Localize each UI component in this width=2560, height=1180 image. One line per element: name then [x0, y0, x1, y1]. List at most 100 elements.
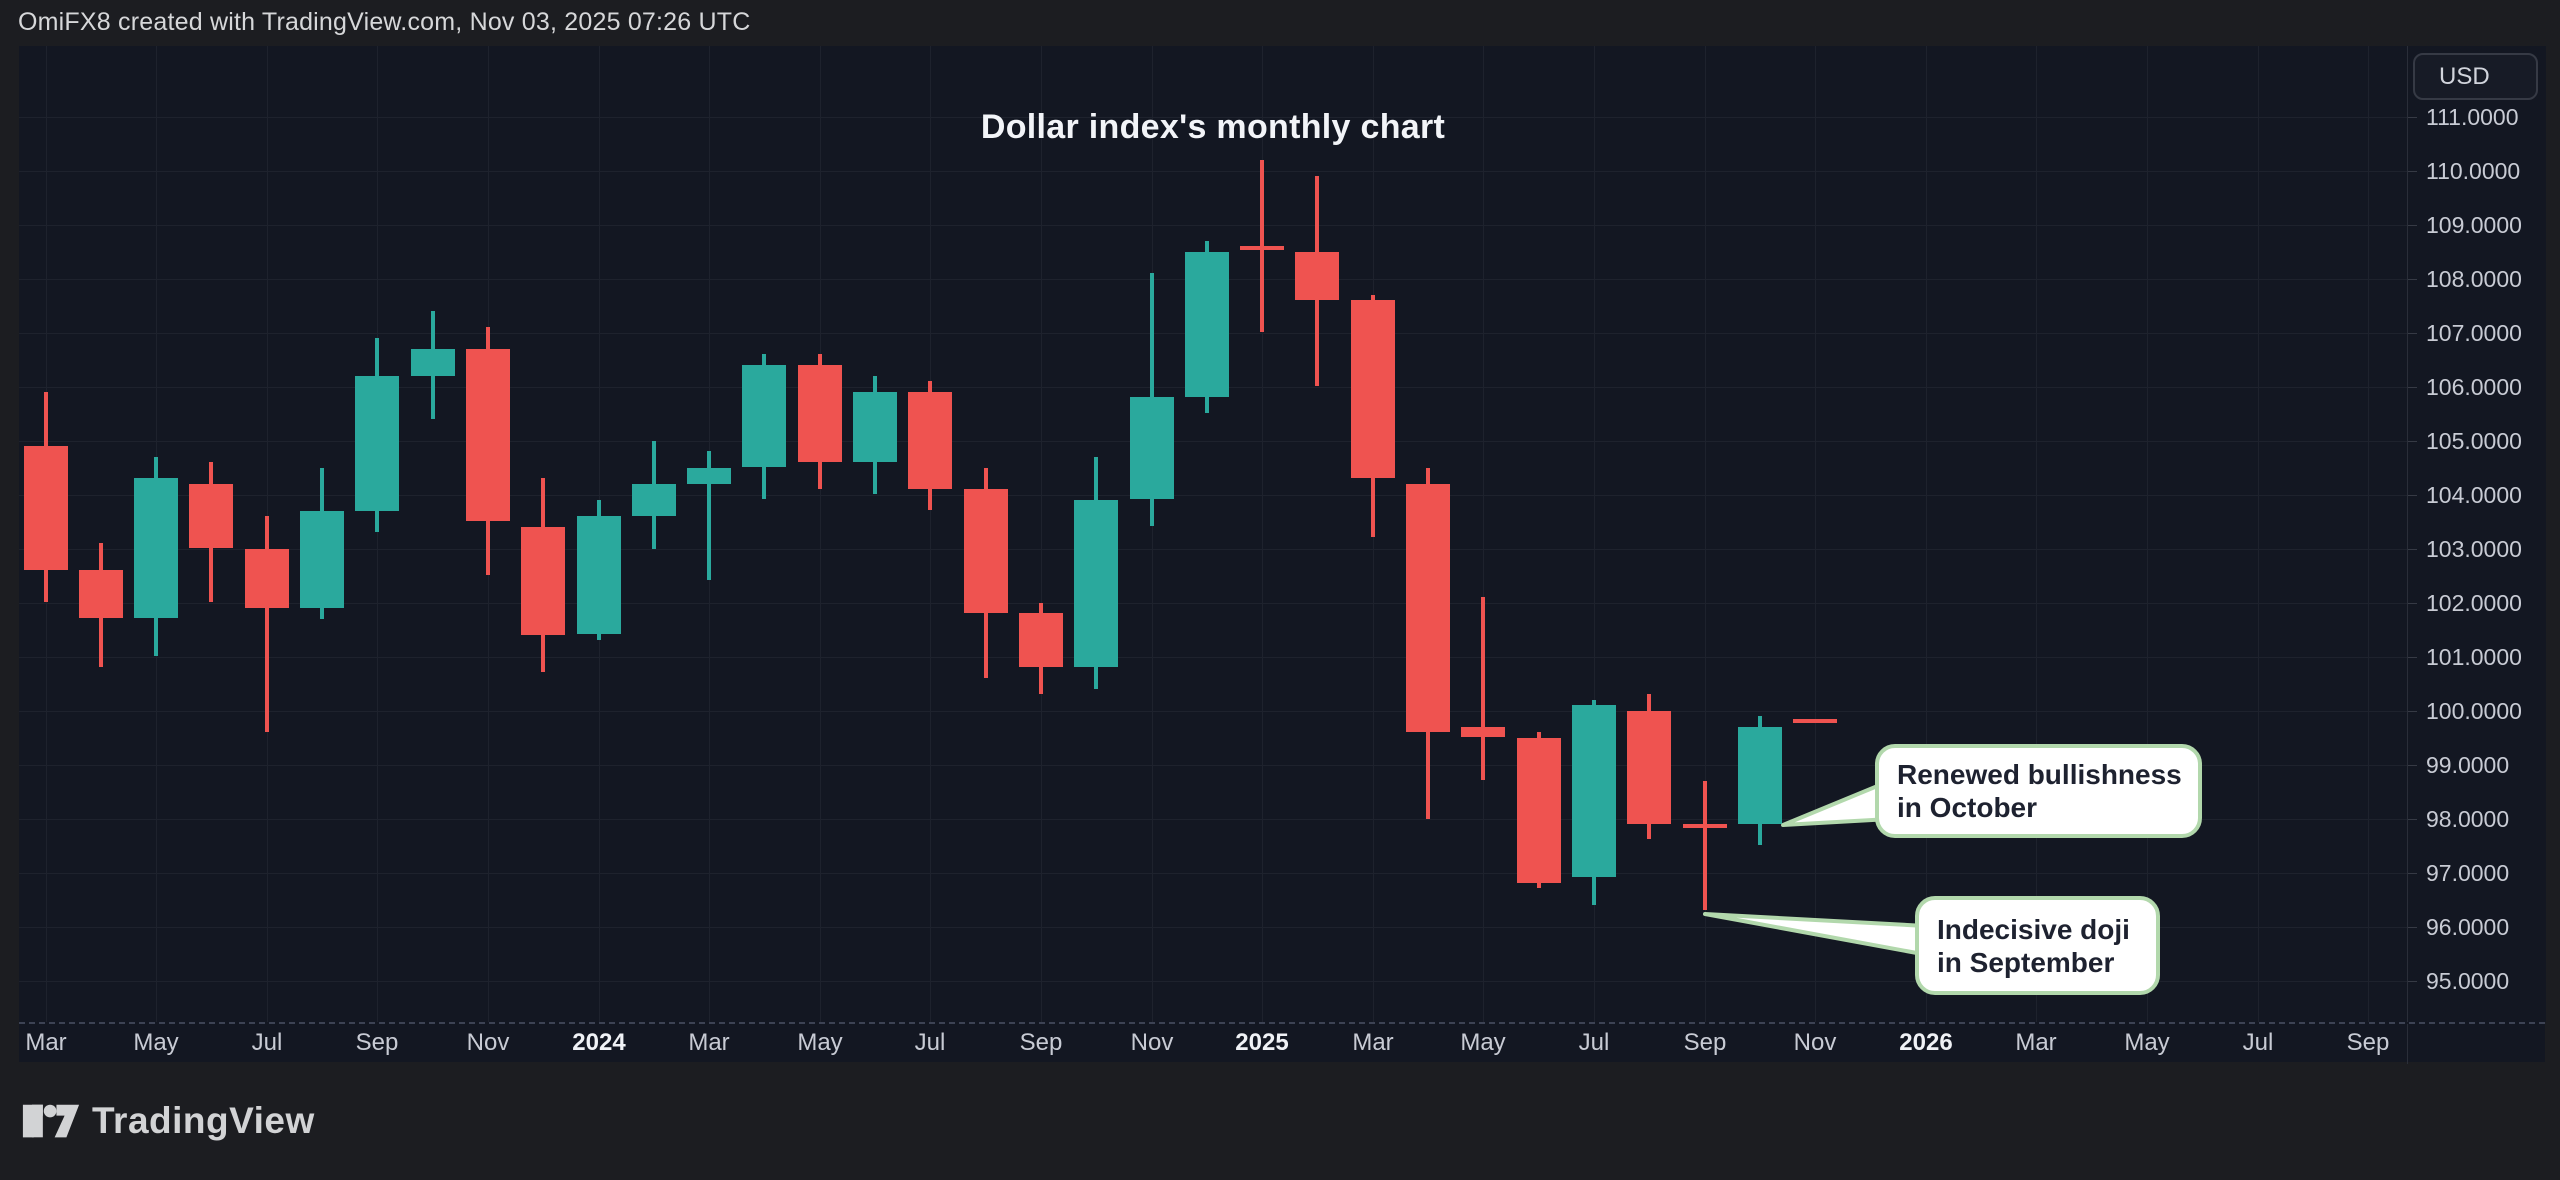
- h-gridline: [19, 495, 2407, 496]
- candle-body: [1517, 738, 1561, 883]
- price-axis-tick: [2408, 603, 2417, 604]
- candle-body: [1295, 252, 1339, 300]
- time-axis-month-label: Nov: [1793, 1029, 1837, 1056]
- price-axis-tick: [2408, 333, 2417, 334]
- candle-body: [1461, 727, 1505, 737]
- price-axis-tick: [2408, 873, 2417, 874]
- price-chart-plot[interactable]: Renewed bullishness in October Indecisive …: [19, 46, 2407, 1022]
- v-gridline: [820, 46, 821, 1022]
- time-axis-month-label: Mar: [25, 1029, 67, 1056]
- time-axis-month-label: May: [133, 1029, 179, 1056]
- v-gridline: [1483, 46, 1484, 1022]
- candle-body: [908, 392, 952, 489]
- candle-body: [1683, 824, 1727, 828]
- h-gridline: [19, 819, 2407, 820]
- time-axis-month-label: May: [1460, 1029, 1506, 1056]
- candle-body: [355, 376, 399, 511]
- candle-body: [245, 549, 289, 608]
- chart-widget: Renewed bullishness in October Indecisive …: [19, 46, 2546, 1064]
- v-gridline: [2258, 46, 2259, 1022]
- time-axis[interactable]: Mar May Jul Sep Nov 2024 Mar May Jul Sep Nov 2025 Ma…: [19, 1022, 2545, 1064]
- time-axis-month-label: Sep: [355, 1029, 399, 1056]
- h-gridline: [19, 549, 2407, 550]
- v-gridline: [1815, 46, 1816, 1022]
- price-axis-tick: [2408, 387, 2417, 388]
- candle-body: [577, 516, 621, 634]
- candle-body: [1074, 500, 1118, 667]
- price-axis-label: 109.0000: [2426, 212, 2522, 238]
- chart-title: Dollar index's monthly chart: [980, 108, 1446, 146]
- price-axis-label: 96.0000: [2426, 914, 2510, 940]
- price-axis-label: 108.0000: [2426, 266, 2522, 292]
- candle-body: [687, 468, 731, 484]
- candle-body: [1572, 705, 1616, 877]
- price-axis-tick: [2408, 549, 2417, 550]
- price-axis-label: 110.0000: [2426, 158, 2521, 184]
- price-axis-label: 98.0000: [2426, 806, 2510, 832]
- price-axis-tick: [2408, 171, 2417, 172]
- candle-body: [189, 484, 233, 548]
- h-gridline: [19, 171, 2407, 172]
- h-gridline: [19, 765, 2407, 766]
- candle-body: [24, 446, 68, 570]
- tradingview-wordmark: TradingView: [92, 1100, 315, 1141]
- candle-wick: [1481, 597, 1485, 780]
- price-axis-tick: [2408, 927, 2417, 928]
- h-gridline: [19, 657, 2407, 658]
- h-gridline: [19, 981, 2407, 982]
- price-axis[interactable]: USD 111.0000 110.0000 109.0000 108.0000 107.…: [2407, 46, 2546, 1022]
- h-gridline: [19, 441, 2407, 442]
- candle-body: [79, 570, 123, 618]
- price-axis-tick: [2408, 657, 2417, 658]
- price-axis-label: 99.0000: [2426, 752, 2510, 778]
- v-gridline: [1152, 46, 1153, 1022]
- price-axis-label: 106.0000: [2426, 374, 2522, 400]
- candle-body: [466, 349, 510, 521]
- price-axis-tick: [2408, 225, 2417, 226]
- callout-indecisive-doji[interactable]: Indecisive doji in September: [1915, 896, 2160, 995]
- h-gridline: [19, 117, 2407, 118]
- callout-renewed-bullishness[interactable]: Renewed bullishness in October: [1875, 744, 2202, 838]
- price-axis-tick: [2408, 279, 2417, 280]
- time-axis-month-label: May: [2124, 1029, 2170, 1056]
- time-axis-month-label: Jul: [251, 1029, 283, 1056]
- h-gridline: [19, 603, 2407, 604]
- callout-text-line: Renewed bullishness: [1897, 759, 2182, 790]
- price-axis-label: 104.0000: [2426, 482, 2522, 508]
- candle-body: [1738, 727, 1782, 824]
- tradingview-logo-icon: [22, 1104, 80, 1138]
- price-axis-tick: [2408, 981, 2417, 982]
- footer: TradingView: [0, 1062, 2560, 1180]
- v-gridline: [2036, 46, 2037, 1022]
- axis-corner-border: [2407, 1024, 2408, 1064]
- price-axis-label: 111.0000: [2426, 104, 2519, 130]
- time-axis-year-label: 2024: [572, 1029, 626, 1056]
- price-axis-label: 95.0000: [2426, 968, 2510, 994]
- candle-body: [853, 392, 897, 462]
- time-axis-month-label: Jul: [914, 1029, 946, 1056]
- price-axis-tick: [2408, 117, 2417, 118]
- time-axis-month-label: Mar: [2015, 1029, 2057, 1056]
- price-axis-tick: [2408, 819, 2417, 820]
- currency-button[interactable]: USD: [2413, 53, 2538, 100]
- v-gridline: [930, 46, 931, 1022]
- candle-body: [798, 365, 842, 462]
- candle-body: [411, 349, 455, 376]
- candle-body: [134, 478, 178, 618]
- candle-wick: [265, 516, 269, 732]
- candle-body: [521, 527, 565, 635]
- price-axis-tick: [2408, 765, 2417, 766]
- candle-body: [1406, 484, 1450, 732]
- time-axis-month-label: Mar: [1352, 1029, 1394, 1056]
- candle-body: [632, 484, 676, 516]
- v-gridline: [377, 46, 378, 1022]
- price-axis-label: 105.0000: [2426, 428, 2522, 454]
- price-axis-label: 107.0000: [2426, 320, 2522, 346]
- current-bar-open-marker: [1793, 719, 1837, 723]
- price-axis-label: 102.0000: [2426, 590, 2522, 616]
- time-axis-month-label: Nov: [1130, 1029, 1174, 1056]
- time-axis-month-label: Sep: [1019, 1029, 1063, 1056]
- candle-body: [1130, 397, 1174, 499]
- candle-body: [1351, 300, 1395, 478]
